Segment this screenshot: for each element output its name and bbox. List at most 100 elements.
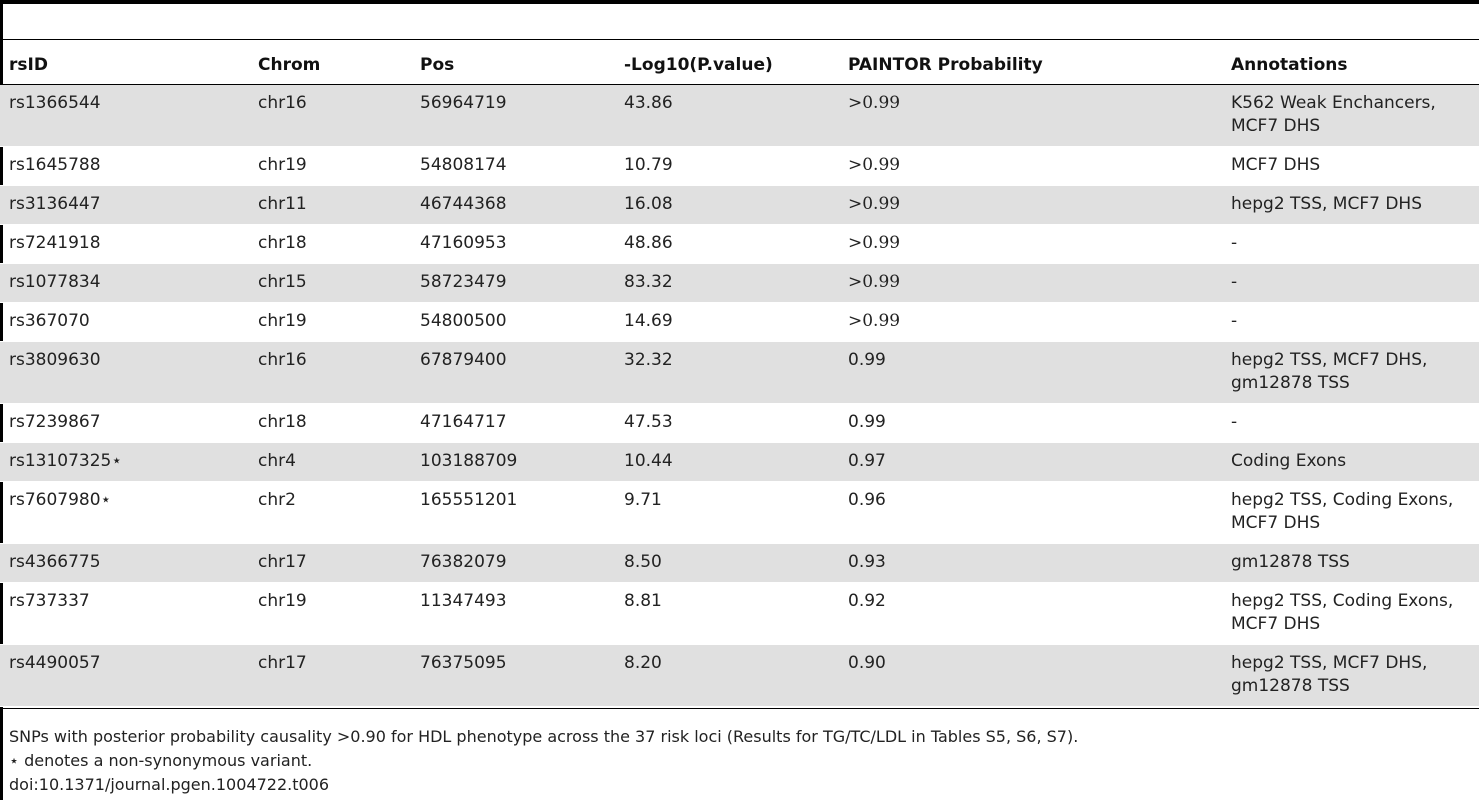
cell-annotations: hepg2 TSS, Coding Exons, MCF7 DHS (1222, 481, 1479, 544)
star-footnote: ⋆ denotes a non-synonymous variant. (9, 751, 313, 770)
table-row: rs4366775 chr17 76382079 8.50 0.93 gm12878 TS… (0, 543, 1479, 583)
header-pos: Pos (411, 46, 615, 85)
cell-chrom: chr17 (249, 644, 411, 707)
header-annotations: Annotations (1222, 46, 1479, 85)
cell-annotations: - (1222, 224, 1479, 264)
doi-text: doi:10.1371/journal.pgen.1004722.t006 (9, 775, 330, 794)
cell-chrom: chr19 (249, 146, 411, 186)
table-caption: SNPs with posterior probability causalit… (9, 727, 1079, 746)
table-header-row: rsID Chrom Pos -Log10(P.value) PAINTOR P… (0, 46, 1479, 85)
cell-annotations: gm12878 TSS (1222, 543, 1479, 583)
cell-probability: >0.99 (839, 146, 1222, 186)
cell-pos: 76382079 (411, 543, 615, 583)
cell-probability: 0.90 (839, 644, 1222, 707)
cell-pos: 47164717 (411, 403, 615, 443)
cell-pos: 54800500 (411, 302, 615, 342)
table-row: rs3809630 chr16 67879400 32.32 0.99 hepg2 TSS… (0, 341, 1479, 404)
cell-pos: 58723479 (411, 263, 615, 303)
cell-chrom: chr19 (249, 582, 411, 645)
cell-rsid: rs1077834 (0, 263, 249, 303)
cell-probability: 0.99 (839, 403, 1222, 443)
cell-pos: 11347493 (411, 582, 615, 645)
cell-rsid: rs7239867 (0, 403, 249, 443)
cell-rsid: rs7607980⋆ (0, 481, 249, 544)
cell-rsid: rs737337 (0, 582, 249, 645)
table-row: rs3136447 chr11 46744368 16.08 >0.99 hepg2 TS… (0, 185, 1479, 225)
cell-logp: 16.08 (615, 185, 839, 225)
cell-annotations: MCF7 DHS (1222, 146, 1479, 186)
header-chrom: Chrom (249, 46, 411, 85)
cell-chrom: chr18 (249, 224, 411, 264)
cell-pos: 47160953 (411, 224, 615, 264)
cell-logp: 43.86 (615, 84, 839, 147)
cell-annotations: hepg2 TSS, MCF7 DHS (1222, 185, 1479, 225)
cell-chrom: chr16 (249, 341, 411, 404)
table-row: rs1366544 chr16 56964719 43.86 >0.99 K562 Wea… (0, 84, 1479, 147)
cell-chrom: chr19 (249, 302, 411, 342)
cell-annotations: K562 Weak Enchancers, MCF7 DHS (1222, 84, 1479, 147)
table-row: rs13107325⋆ chr4 103188709 10.44 0.97 Coding … (0, 442, 1479, 482)
cell-probability: >0.99 (839, 185, 1222, 225)
cell-rsid: rs1645788 (0, 146, 249, 186)
cell-logp: 48.86 (615, 224, 839, 264)
table-row: rs1077834 chr15 58723479 83.32 >0.99- (0, 263, 1479, 303)
cell-probability: >0.99 (839, 302, 1222, 342)
cell-logp: 83.32 (615, 263, 839, 303)
table-row: rs4490057 chr17 76375095 8.20 0.90 hepg2 TSS,… (0, 644, 1479, 707)
cell-pos: 54808174 (411, 146, 615, 186)
cell-chrom: chr11 (249, 185, 411, 225)
cell-chrom: chr16 (249, 84, 411, 147)
cell-chrom: chr18 (249, 403, 411, 443)
cell-logp: 9.71 (615, 481, 839, 544)
header-top-rule (0, 39, 1479, 40)
cell-annotations: Coding Exons (1222, 442, 1479, 482)
cell-logp: 32.32 (615, 341, 839, 404)
snp-table: rsID Chrom Pos -Log10(P.value) PAINTOR P… (0, 46, 1479, 707)
cell-logp: 8.81 (615, 582, 839, 645)
cell-chrom: chr4 (249, 442, 411, 482)
header-logp: -Log10(P.value) (615, 46, 839, 85)
cell-logp: 8.50 (615, 543, 839, 583)
cell-chrom: chr15 (249, 263, 411, 303)
cell-pos: 46744368 (411, 185, 615, 225)
table-top-rule (0, 0, 1479, 4)
table-footnotes: SNPs with posterior probability causalit… (9, 725, 1078, 797)
cell-rsid: rs4366775 (0, 543, 249, 583)
cell-pos: 165551201 (411, 481, 615, 544)
cell-chrom: chr17 (249, 543, 411, 583)
cell-annotations: hepg2 TSS, MCF7 DHS, gm12878 TSS (1222, 644, 1479, 707)
table-row: rs7241918 chr18 47160953 48.86 >0.99- (0, 224, 1479, 264)
header-paintor-probability: PAINTOR Probability (839, 46, 1222, 85)
cell-logp: 10.79 (615, 146, 839, 186)
cell-rsid: rs367070 (0, 302, 249, 342)
cell-rsid: rs7241918 (0, 224, 249, 264)
table-row: rs1645788 chr19 54808174 10.79 >0.99 MCF7 DHS (0, 146, 1479, 186)
cell-logp: 10.44 (615, 442, 839, 482)
cell-rsid: rs1366544 (0, 84, 249, 147)
cell-probability: 0.93 (839, 543, 1222, 583)
cell-rsid: rs3136447 (0, 185, 249, 225)
table-row: rs7239867 chr18 47164717 47.53 0.99- (0, 403, 1479, 443)
cell-annotations: - (1222, 302, 1479, 342)
cell-pos: 76375095 (411, 644, 615, 707)
cell-logp: 47.53 (615, 403, 839, 443)
cell-pos: 67879400 (411, 341, 615, 404)
cell-probability: >0.99 (839, 224, 1222, 264)
cell-probability: 0.97 (839, 442, 1222, 482)
cell-chrom: chr2 (249, 481, 411, 544)
cell-annotations: hepg2 TSS, MCF7 DHS, gm12878 TSS (1222, 341, 1479, 404)
cell-annotations: hepg2 TSS, Coding Exons, MCF7 DHS (1222, 582, 1479, 645)
table-body: rs1366544 chr16 56964719 43.86 >0.99 K562 Wea… (0, 84, 1479, 707)
cell-probability: >0.99 (839, 84, 1222, 147)
cell-rsid: rs4490057 (0, 644, 249, 707)
cell-logp: 14.69 (615, 302, 839, 342)
cell-rsid: rs3809630 (0, 341, 249, 404)
cell-probability: 0.92 (839, 582, 1222, 645)
cell-annotations: - (1222, 403, 1479, 443)
table-row: rs7607980⋆ chr2 165551201 9.71 0.96 hepg2 TSS… (0, 481, 1479, 544)
table-row: rs367070 chr19 54800500 14.69 >0.99- (0, 302, 1479, 342)
cell-rsid: rs13107325⋆ (0, 442, 249, 482)
cell-probability: 0.99 (839, 341, 1222, 404)
table-row: rs737337 chr19 11347493 8.81 0.92 hepg2 TSS, … (0, 582, 1479, 645)
cell-pos: 56964719 (411, 84, 615, 147)
